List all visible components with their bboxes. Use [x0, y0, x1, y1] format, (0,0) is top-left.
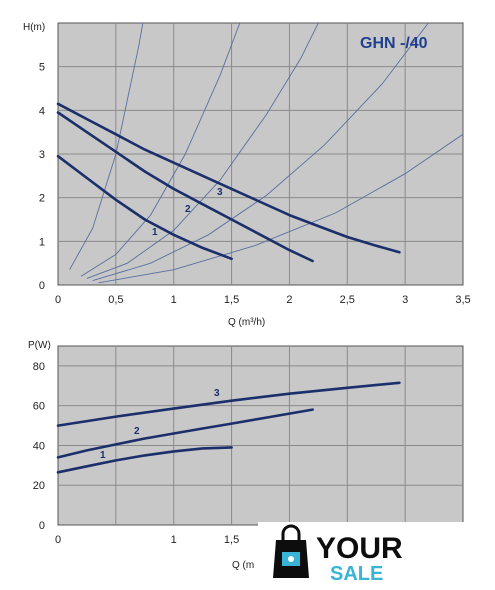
- y-tick-label: 2: [39, 193, 45, 205]
- bottom-curve-label-1: 1: [100, 450, 106, 461]
- head-curve-1: [56, 154, 233, 261]
- system-curve-5: [98, 133, 463, 284]
- top-x-axis-title: Q (m³/h): [228, 317, 265, 328]
- x-tick-label: 1: [171, 534, 177, 546]
- bottom-plot-area: [57, 345, 464, 526]
- power-curve-3: [56, 381, 401, 427]
- power-curve-2: [56, 408, 314, 459]
- x-tick-label: 1,5: [224, 534, 239, 546]
- system-curve-4: [92, 23, 429, 282]
- y-tick-label: 1: [39, 236, 45, 248]
- bottom-y-axis-title: P(W): [28, 340, 51, 351]
- bottom-power-curves: [56, 381, 401, 474]
- model-title: GHN -/40: [360, 35, 428, 52]
- y-tick-label: 3: [39, 149, 45, 161]
- x-tick-label: 2: [286, 294, 292, 306]
- y-tick-label: 4: [39, 105, 45, 117]
- bottom-curve-label-2: 2: [134, 426, 140, 437]
- head-curve-2: [56, 111, 314, 263]
- system-curve-3: [86, 23, 319, 279]
- shopping-bag-icon: [273, 524, 309, 578]
- x-tick-label: 0,5: [108, 294, 123, 306]
- y-tick-label: 20: [33, 480, 45, 492]
- head-curve-3: [56, 102, 401, 254]
- x-tick-label: 2,5: [340, 294, 355, 306]
- x-tick-label: 3: [402, 294, 408, 306]
- system-curve-1: [69, 23, 144, 270]
- x-tick-label: 0: [55, 294, 61, 306]
- y-tick-label: 0: [39, 520, 45, 532]
- system-curve-2: [80, 23, 241, 277]
- top-y-axis-title: H(m): [23, 22, 45, 33]
- y-tick-label: 5: [39, 62, 45, 74]
- bottom-grid: [58, 346, 463, 525]
- top-curve-label-2: 2: [185, 204, 191, 215]
- y-tick-label: 0: [39, 280, 45, 292]
- y-tick-label: 80: [33, 361, 45, 373]
- y-tick-label: 40: [33, 440, 45, 452]
- bottom-curve-label-3: 3: [214, 388, 220, 399]
- y-tick-label: 60: [33, 401, 45, 413]
- bottom-tick-labels: 0 1 1,5 0 20 40 60 80: [33, 361, 239, 546]
- x-tick-label: 0: [55, 534, 61, 546]
- top-tick-labels: 0 0,5 1 1,5 2 2,5 3 3,5 0 1 2 3 4 5: [39, 62, 471, 306]
- power-curve-1: [56, 446, 233, 474]
- watermark-word-your: YOUR: [316, 532, 403, 565]
- x-tick-label: 3,5: [455, 294, 470, 306]
- top-curve-label-3: 3: [217, 187, 223, 198]
- x-tick-label: 1: [171, 294, 177, 306]
- bottom-x-axis-title: Q (m: [232, 560, 254, 571]
- top-system-curves: [69, 23, 463, 284]
- watermark-word-sale: SALE: [330, 563, 383, 585]
- top-pump-curves: [56, 102, 401, 263]
- watermark-logo: YOUR SALE: [258, 522, 495, 590]
- top-curve-label-1: 1: [152, 227, 158, 238]
- x-tick-label: 1,5: [224, 294, 239, 306]
